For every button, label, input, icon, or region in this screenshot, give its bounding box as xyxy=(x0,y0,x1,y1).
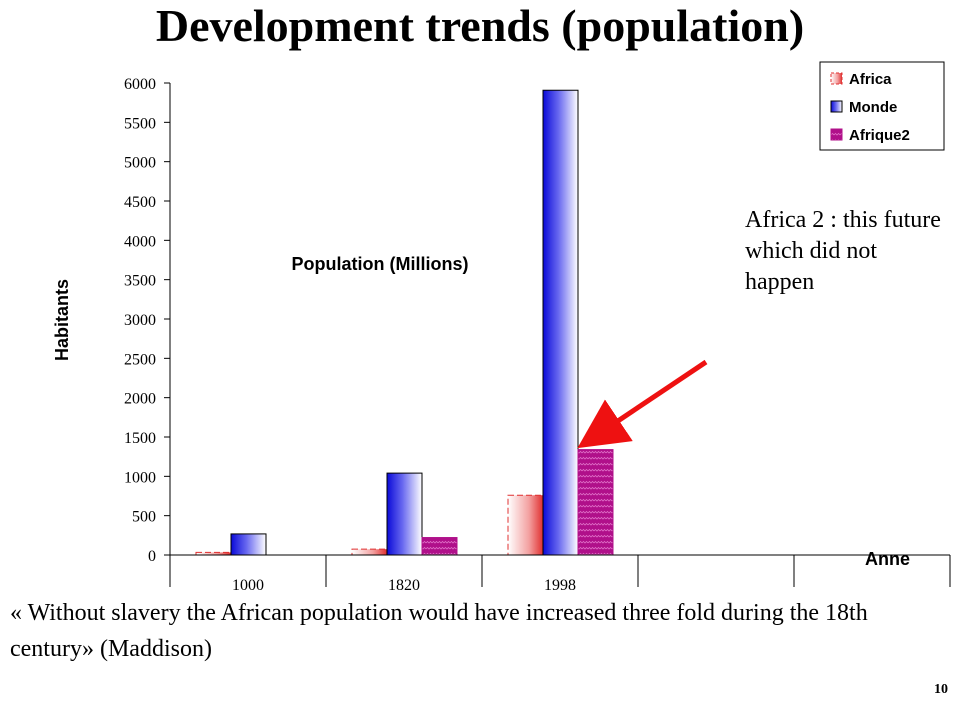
bar-monde-1820 xyxy=(386,472,423,556)
x-tick-label: 1000 xyxy=(232,577,264,594)
bar-monde-1000 xyxy=(230,533,267,556)
y-tick-label: 5000 xyxy=(124,155,156,172)
y-tick-label: 2500 xyxy=(124,351,156,368)
y-tick-label: 1000 xyxy=(124,469,156,486)
y-tick-label: 1500 xyxy=(124,430,156,447)
x-tick-label: 1998 xyxy=(544,577,576,594)
y-tick-label: 6000 xyxy=(124,76,156,93)
y-tick-label: 0 xyxy=(148,548,156,565)
y-tick-label: 3000 xyxy=(124,312,156,329)
legend-swatch-afrique2 xyxy=(830,128,843,141)
legend-swatch-monde xyxy=(830,100,843,113)
annotation-text: Africa 2 : this future which did not hap… xyxy=(745,207,941,295)
slide-title: Development trends (population) xyxy=(155,0,805,51)
chart-title: Population (Millions) xyxy=(292,254,469,274)
y-tick-label: 5500 xyxy=(124,115,156,132)
y-tick-label: 4500 xyxy=(124,194,156,211)
legend-label-afrique2: Afrique2 xyxy=(849,127,910,144)
y-tick-label: 2000 xyxy=(124,391,156,408)
y-tick-label: 4000 xyxy=(124,233,156,250)
y-tick-label: 500 xyxy=(132,509,156,526)
maddison-quote: « Without slavery the African population… xyxy=(10,600,868,662)
bar-africa-1998 xyxy=(507,494,544,556)
y-tick-label: 3500 xyxy=(124,273,156,290)
bar-monde-1998 xyxy=(542,89,579,556)
slide-number: 10 xyxy=(934,682,948,697)
population-bar-chart: 0 500 1000 1500 2000 2500 3000 3500 4000 4500 5000… xyxy=(52,61,951,594)
x-axis-title: Anne xyxy=(865,549,910,569)
bar-afrique2-1998 xyxy=(577,449,614,556)
bar-africa-1820 xyxy=(351,548,388,556)
annotation-arrow xyxy=(577,359,708,449)
legend-label-monde: Monde xyxy=(849,99,897,116)
y-axis-title: Habitants xyxy=(52,279,72,361)
bar-afrique2-1820 xyxy=(421,537,458,556)
legend-swatch-africa xyxy=(830,72,843,85)
legend-label-africa: Africa xyxy=(849,71,892,88)
x-tick-label: 1820 xyxy=(388,577,420,594)
